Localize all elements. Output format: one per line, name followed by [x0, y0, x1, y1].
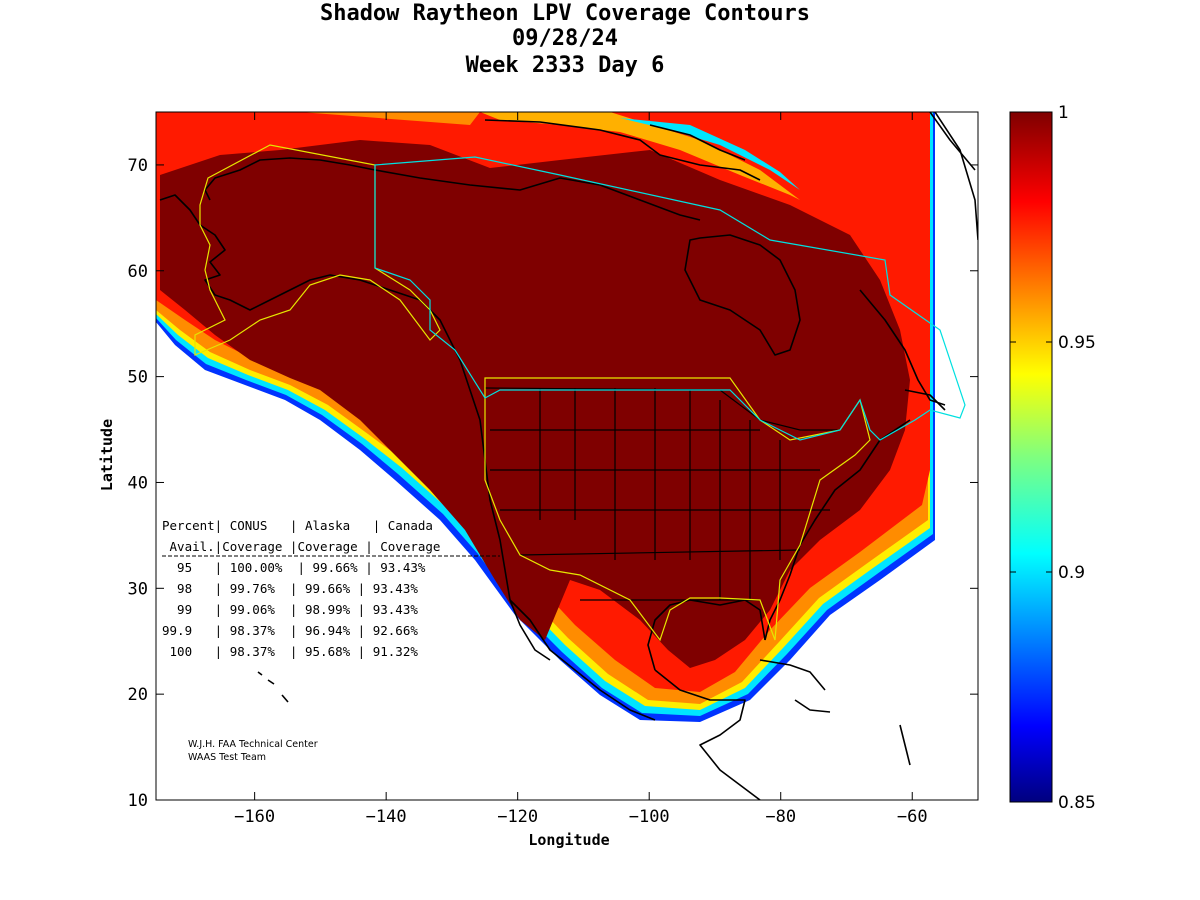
figure-title-date: 09/28/24 [512, 26, 618, 51]
y-axis: 10 20 30 40 50 60 70 [128, 156, 978, 811]
x-tick-label: −80 [765, 807, 796, 827]
x-tick-label: −120 [497, 807, 538, 827]
us-state-lines [484, 387, 840, 601]
colorbar-tick-label: 0.85 [1058, 793, 1096, 813]
x-tick-label: −160 [234, 807, 275, 827]
y-tick-label: 10 [128, 791, 148, 811]
y-tick-label: 40 [128, 473, 148, 493]
table-row: 95 | 100.00% | 99.66% | 93.43% [162, 560, 426, 575]
table-row: 100 | 98.37% | 95.68% | 91.32% [162, 644, 418, 659]
y-tick-label: 70 [128, 156, 148, 176]
colorbar-tick-label: 0.9 [1058, 563, 1085, 583]
x-tick-label: −100 [629, 807, 670, 827]
colorbar-gradient [1009, 111, 1053, 803]
credit-line-2: WAAS Test Team [188, 752, 266, 763]
figure-title-line-1: Shadow Raytheon LPV Coverage Contours [320, 1, 810, 26]
colorbar-tick-label: 0.95 [1058, 333, 1096, 353]
coverage-table: Percent| CONUS | Alaska | Canada Avail.|… [162, 518, 500, 659]
table-header-2: Avail.|Coverage |Coverage | Coverage [162, 539, 440, 554]
coverage-band-dark-red [160, 140, 910, 668]
table-row: 99 | 99.06% | 98.99% | 93.43% [162, 602, 418, 617]
table-row: 98 | 99.76% | 99.66% | 93.43% [162, 581, 418, 596]
y-axis-label: Latitude [98, 419, 116, 491]
figure-title-week: Week 2333 Day 6 [466, 53, 665, 78]
y-tick-label: 50 [128, 368, 148, 388]
arctic-fringe [480, 112, 820, 210]
y-tick-label: 20 [128, 685, 148, 705]
colorbar-tick-label: 1 [1058, 103, 1069, 123]
map-area [156, 112, 978, 800]
y-tick-label: 30 [128, 579, 148, 599]
x-tick-label: −60 [897, 807, 928, 827]
x-axis-label: Longitude [528, 831, 609, 849]
fir-boundary [374, 156, 966, 441]
x-tick-label: −140 [366, 807, 407, 827]
credit-line-1: W.J.H. FAA Technical Center [188, 739, 318, 750]
alaska-service-boundary [194, 144, 441, 356]
table-row: 99.9 | 98.37% | 96.94% | 92.66% [162, 623, 418, 638]
colorbar: 1 0.95 0.9 0.85 [1009, 103, 1096, 813]
x-axis: −160 −140 −120 −100 −80 −60 [234, 112, 928, 827]
table-header-1: Percent| CONUS | Alaska | Canada [162, 518, 433, 533]
plot-frame [155, 111, 979, 801]
y-tick-label: 60 [128, 262, 148, 282]
